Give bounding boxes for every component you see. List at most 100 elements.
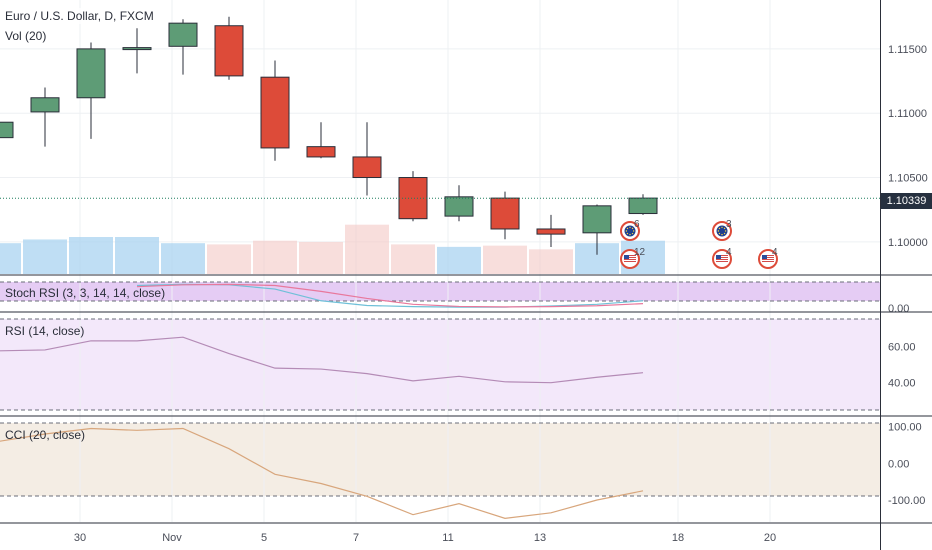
eu-star <box>629 226 631 229</box>
x-tick-label: Nov <box>162 532 182 544</box>
us-flag-stripe <box>716 261 728 262</box>
event-count-label: 6 <box>634 219 640 230</box>
candle-up <box>76 48 106 99</box>
x-tick-label: 13 <box>534 532 546 544</box>
eu-star <box>626 227 629 230</box>
x-tick-label: 5 <box>261 532 267 544</box>
candle-down <box>536 228 566 235</box>
us-flag-stripe <box>762 255 774 256</box>
stoch-rsi-label: Stoch RSI (3, 3, 14, 14, close) <box>5 286 166 300</box>
last-price-tag: 1.10339 <box>881 193 932 209</box>
x-tick-label: 30 <box>74 532 86 544</box>
rsi-line <box>0 336 644 384</box>
y-tick-label: 1.11000 <box>888 108 927 120</box>
volume-bar <box>69 237 113 274</box>
volume-bar <box>437 246 481 274</box>
eu-star <box>629 233 631 236</box>
candle-up <box>628 197 658 215</box>
eu-star <box>631 227 634 230</box>
rsi-band <box>0 319 880 410</box>
volume-label: Vol (20) <box>2 28 50 44</box>
eu-star <box>723 232 726 235</box>
volume-bar <box>23 239 67 274</box>
volume-bar <box>253 240 297 274</box>
us-flag-stripe <box>762 261 774 262</box>
eu-star <box>717 230 720 232</box>
cci-label: CCI (20, close) <box>5 428 86 442</box>
y-tick-label: 1.11500 <box>888 44 927 56</box>
us-flag-stripe <box>624 259 636 260</box>
us-flag-canton <box>716 255 721 259</box>
us-flag-stripe <box>716 255 728 256</box>
y-tick-label: 0.00 <box>888 303 909 315</box>
candle-down <box>398 177 428 220</box>
stoch-band <box>0 282 880 301</box>
y-tick-label: 1.10500 <box>888 173 928 185</box>
volume-bar <box>345 224 389 274</box>
eu-star <box>718 232 721 235</box>
event-marker: 3 <box>712 219 732 241</box>
cci-line <box>0 427 644 519</box>
volume-bar <box>161 243 205 274</box>
rsi-label: RSI (14, close) <box>5 324 85 338</box>
candle-down <box>260 76 290 149</box>
candle-down <box>352 156 382 179</box>
us-flag-stripe <box>716 257 728 258</box>
event-marker: 4 <box>758 247 778 269</box>
main-title: Euro / U.S. Dollar, D, FXCM <box>2 8 157 24</box>
y-tick-label: 100.00 <box>888 422 922 434</box>
volume-bar <box>115 237 159 274</box>
event-count-label: 4 <box>726 247 732 258</box>
y-tick-label: -100.00 <box>888 495 925 507</box>
eu-star <box>721 233 723 236</box>
us-flag-stripe <box>762 257 774 258</box>
y-tick-label: 1.10000 <box>888 237 928 249</box>
candle-up <box>122 47 152 51</box>
y-tick-label: 0.00 <box>888 458 909 470</box>
us-flag-stripe <box>624 255 636 256</box>
x-tick-label: 18 <box>672 532 684 544</box>
candle-up <box>0 121 14 139</box>
candle-up <box>582 205 612 234</box>
eu-star <box>632 230 635 232</box>
us-flag-canton <box>762 255 767 259</box>
candle-down <box>490 197 520 230</box>
y-tick-label: 40.00 <box>888 378 916 390</box>
eu-star <box>625 230 628 232</box>
us-flag-stripe <box>624 261 636 262</box>
candle-up <box>30 97 60 113</box>
event-count-label: 12 <box>634 247 646 258</box>
cci-band <box>0 423 880 496</box>
volume-bar <box>299 241 343 274</box>
stoch-d-line <box>136 283 644 308</box>
x-tick-label: 20 <box>764 532 776 544</box>
volume-bar <box>483 245 527 274</box>
y-tick-label: 60.00 <box>888 341 916 353</box>
candle-down <box>306 146 336 158</box>
candle-up <box>168 22 198 47</box>
event-count-label: 4 <box>772 247 778 258</box>
eu-star <box>723 227 726 230</box>
eu-star <box>721 226 723 229</box>
x-tick-label: 11 <box>442 532 453 544</box>
event-marker: 4 <box>712 247 732 269</box>
eu-star <box>631 232 634 235</box>
us-flag-stripe <box>624 257 636 258</box>
volume-bar <box>529 249 573 274</box>
eu-star <box>724 230 727 232</box>
us-flag-canton <box>624 255 629 259</box>
event-marker: 6 <box>620 219 640 241</box>
eu-star <box>626 232 629 235</box>
eu-star <box>718 227 721 230</box>
us-flag-stripe <box>762 259 774 260</box>
x-tick-label: 7 <box>353 532 359 544</box>
volume-bar <box>207 244 251 274</box>
volume-bar <box>391 244 435 274</box>
event-count-label: 3 <box>726 219 732 230</box>
candle-down <box>214 25 244 77</box>
candle-up <box>444 196 474 217</box>
us-flag-stripe <box>716 259 728 260</box>
event-marker: 12 <box>620 247 646 269</box>
volume-bar <box>0 243 21 274</box>
